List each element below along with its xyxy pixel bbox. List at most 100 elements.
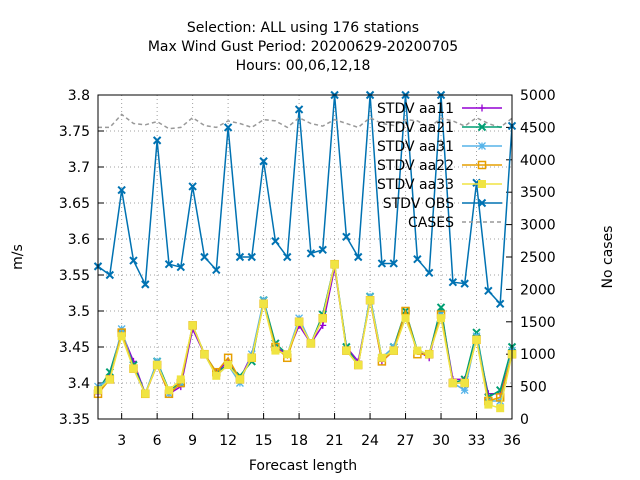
cross-marker [188, 182, 197, 191]
legend-item: STDV aa33 [377, 177, 502, 193]
plot-frame [97, 94, 513, 420]
cross-marker [129, 256, 138, 265]
y2-tick-label: 5000 [520, 88, 556, 104]
y-tick-label: 3.8 [68, 88, 90, 104]
x-tick-label: 3 [117, 433, 126, 449]
legend-label: STDV aa33 [377, 177, 454, 193]
cross-marker [436, 303, 446, 312]
star-marker [460, 386, 469, 395]
filled-square-marker [413, 346, 422, 355]
legend-label: STDV aa22 [377, 158, 454, 174]
cross-marker [377, 259, 387, 268]
filled-square-marker [117, 332, 126, 341]
plus-marker [478, 104, 486, 112]
filled-square-marker [306, 339, 315, 348]
cross-marker [389, 259, 398, 268]
series-line [98, 113, 513, 130]
series-line [97, 264, 513, 410]
title-line-2: Max Wind Gust Period: 20200629-20200705 [148, 39, 458, 55]
cross-marker [306, 249, 316, 258]
series-layer [93, 90, 517, 413]
cross-marker [424, 268, 434, 278]
legend-label: STDV aa21 [377, 120, 454, 136]
filled-square-marker [295, 317, 304, 326]
x-axis-ticks: 3 6 9 12 15 18 21 24 27 30 33 36 [117, 413, 521, 449]
cross-marker [354, 252, 363, 262]
legend-label: STDV aa31 [377, 139, 454, 155]
y2-axis-ticks: 0 500 1000 1500 2000 2500 3000 3500 4000 4500 5000 [506, 88, 556, 428]
cross-marker [472, 328, 481, 337]
legend-item: STDV aa22 [377, 158, 502, 174]
filled-square-marker [330, 260, 339, 269]
legend-item: CASES [408, 215, 502, 231]
filled-square-marker [141, 389, 150, 398]
filled-square-marker [200, 350, 209, 359]
y2-tick-label: 3000 [520, 218, 556, 234]
filled-square-marker [354, 361, 363, 369]
series-cases [98, 113, 513, 130]
filled-square-marker [448, 379, 457, 387]
series-line [97, 94, 513, 306]
y2-tick-label: 1500 [520, 315, 556, 331]
x-tick-label: 15 [255, 433, 273, 449]
filled-square-marker [342, 346, 351, 355]
filled-square-marker [164, 386, 173, 395]
legend-item: STDV aa21 [377, 120, 502, 136]
y2-tick-label: 1000 [520, 347, 556, 363]
y-tick-label: 3.45 [59, 340, 90, 356]
cross-marker [283, 252, 292, 262]
y2-tick-label: 500 [520, 380, 547, 396]
cross-marker [448, 277, 458, 287]
filled-square-marker [318, 314, 327, 323]
x-tick-label: 24 [361, 433, 379, 449]
y2-tick-label: 2500 [520, 250, 556, 266]
y2-tick-label: 2000 [520, 282, 556, 298]
y-tick-label: 3.35 [59, 412, 90, 428]
filled-square-marker [153, 361, 162, 369]
legend-item: STDV OBS [383, 196, 502, 212]
y-axis-label: m/s [10, 244, 26, 270]
filled-square-marker [401, 314, 410, 323]
cross-marker [247, 252, 256, 262]
filled-square-marker [366, 296, 375, 305]
cross-marker [460, 279, 469, 288]
filled-square-marker [437, 314, 446, 323]
cross-marker [212, 265, 221, 275]
filled-square-marker [478, 180, 486, 188]
cross-marker [164, 259, 174, 269]
filled-square-marker [188, 321, 197, 330]
filled-square-marker [212, 371, 221, 380]
y-tick-label: 3.6 [68, 232, 90, 248]
y2-tick-label: 0 [520, 412, 529, 428]
cross-marker [342, 232, 351, 242]
legend: STDV aa11 STDV aa21 STDV aa31 STDV aa22 STDV… [377, 101, 502, 231]
filled-square-marker [389, 346, 398, 355]
filled-square-marker [235, 375, 244, 384]
filled-square-marker [377, 353, 386, 362]
filled-square-marker [496, 404, 505, 413]
title-line-3: Hours: 00,06,12,18 [236, 58, 371, 74]
x-tick-label: 27 [397, 433, 415, 449]
y2-tick-label: 4500 [520, 120, 556, 136]
x-tick-label: 21 [326, 433, 344, 449]
cross-marker [152, 136, 162, 145]
x-axis-label: Forecast length [249, 458, 357, 474]
filled-square-marker [259, 299, 268, 308]
filled-square-marker [271, 346, 280, 355]
cross-marker [477, 122, 487, 132]
legend-label: STDV OBS [383, 196, 454, 212]
plus-marker [319, 321, 327, 329]
cross-marker [141, 280, 150, 289]
title-line-1: Selection: ALL using 176 stations [187, 20, 419, 36]
filled-square-marker [484, 400, 493, 409]
cross-marker [318, 245, 327, 255]
cross-marker [176, 262, 186, 272]
cross-marker [495, 299, 505, 309]
y-tick-label: 3.55 [59, 268, 90, 284]
cross-marker [117, 185, 126, 195]
square-marker [495, 393, 505, 402]
filled-square-marker [247, 353, 256, 362]
y2-tick-label: 4000 [520, 153, 556, 169]
filled-square-marker [472, 335, 481, 344]
